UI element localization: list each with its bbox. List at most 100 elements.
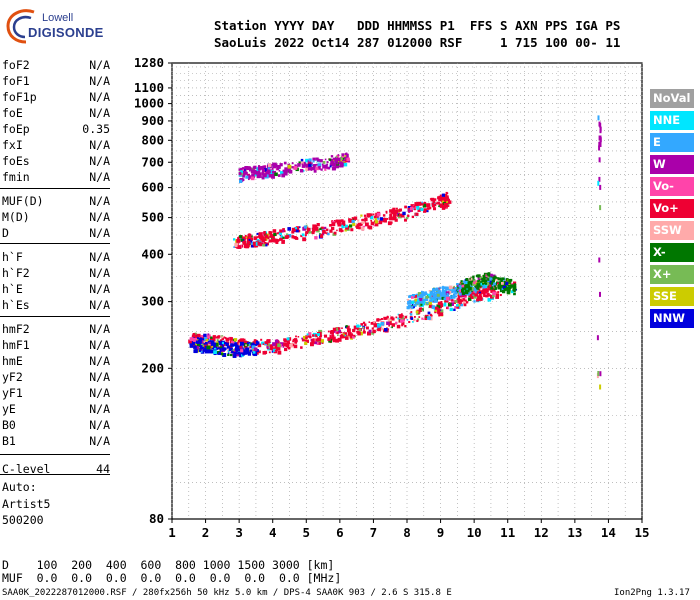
data-point <box>333 231 337 235</box>
data-point <box>454 306 457 309</box>
data-point <box>417 208 421 212</box>
data-point <box>198 349 202 352</box>
data-point <box>197 337 199 340</box>
data-point <box>264 341 268 344</box>
data-point <box>222 345 224 347</box>
data-point <box>245 175 249 179</box>
data-point <box>430 299 434 302</box>
param-row: foE N/A <box>2 106 110 121</box>
data-point <box>442 290 445 293</box>
data-point <box>598 157 601 163</box>
data-point <box>350 219 353 222</box>
data-point <box>421 309 424 312</box>
data-point <box>193 338 198 342</box>
data-point <box>208 341 211 345</box>
data-point <box>303 335 307 340</box>
param-row: B1 N/A <box>2 434 110 449</box>
data-point <box>419 294 424 299</box>
data-point <box>237 237 240 240</box>
data-point <box>329 336 333 340</box>
data-point <box>308 167 311 171</box>
data-point <box>456 306 459 309</box>
data-point <box>431 204 435 208</box>
data-point <box>315 338 319 342</box>
data-point <box>357 224 360 226</box>
data-point <box>491 279 495 283</box>
data-point <box>345 325 348 328</box>
data-point <box>326 163 329 166</box>
data-point <box>263 168 267 172</box>
data-point <box>399 213 402 217</box>
separator <box>0 474 110 475</box>
data-point <box>414 202 419 206</box>
x-tick-label: 5 <box>303 525 311 540</box>
data-point <box>308 158 312 162</box>
data-point <box>458 302 463 306</box>
data-point <box>446 200 449 203</box>
data-point <box>336 229 338 232</box>
data-point <box>238 168 242 171</box>
data-point <box>418 307 422 311</box>
data-point <box>401 324 404 327</box>
data-point <box>415 300 420 305</box>
data-point <box>470 296 474 299</box>
x-tick-label: 3 <box>235 525 243 540</box>
data-point <box>356 324 360 328</box>
data-point <box>453 308 456 312</box>
x-tick-label: 10 <box>467 525 482 540</box>
data-point <box>233 352 237 355</box>
data-point <box>331 336 336 341</box>
data-point <box>321 342 324 344</box>
data-point <box>462 292 465 296</box>
data-point <box>450 295 452 298</box>
param-name: foE <box>2 106 23 120</box>
data-point <box>287 167 291 171</box>
data-point <box>420 202 424 206</box>
data-point <box>280 171 284 175</box>
param-value: N/A <box>89 370 110 384</box>
param-row: foF2 N/A <box>2 58 110 73</box>
data-point <box>251 345 256 350</box>
data-point <box>445 299 449 303</box>
data-point <box>495 278 498 281</box>
data-point <box>284 168 289 173</box>
data-point <box>367 331 371 336</box>
data-point <box>499 281 503 285</box>
header-line-1: Station YYYY DAY DDD HHMMSS P1 FFS S AXN… <box>214 18 621 33</box>
data-point <box>397 317 400 320</box>
data-point <box>413 306 415 309</box>
trace-1 <box>233 191 452 249</box>
data-point <box>424 291 427 294</box>
param-name: B1 <box>2 434 16 448</box>
y-tick-label: 1280 <box>134 55 164 70</box>
data-point <box>353 216 356 219</box>
data-point <box>233 338 238 342</box>
data-point <box>304 339 307 342</box>
data-point <box>288 169 293 174</box>
data-point <box>269 344 273 348</box>
data-point <box>428 206 432 210</box>
data-point <box>252 166 255 169</box>
data-point <box>429 299 432 302</box>
data-point <box>318 340 323 344</box>
param-name: C-level <box>2 462 51 476</box>
data-point <box>460 297 463 300</box>
data-point <box>596 335 599 341</box>
data-point <box>246 174 251 179</box>
data-point <box>346 325 350 329</box>
data-point <box>242 352 245 356</box>
data-point <box>307 334 312 338</box>
data-point <box>373 215 377 219</box>
data-point <box>434 293 438 297</box>
param-name: hmE <box>2 354 23 368</box>
data-point <box>498 277 502 281</box>
data-point <box>264 234 269 238</box>
data-point <box>430 296 434 300</box>
data-point <box>485 294 489 298</box>
auto-label: Auto: <box>2 480 37 494</box>
data-point <box>317 337 321 342</box>
data-point <box>244 244 248 249</box>
param-row: M(D) N/A <box>2 210 110 225</box>
data-point <box>455 295 458 298</box>
